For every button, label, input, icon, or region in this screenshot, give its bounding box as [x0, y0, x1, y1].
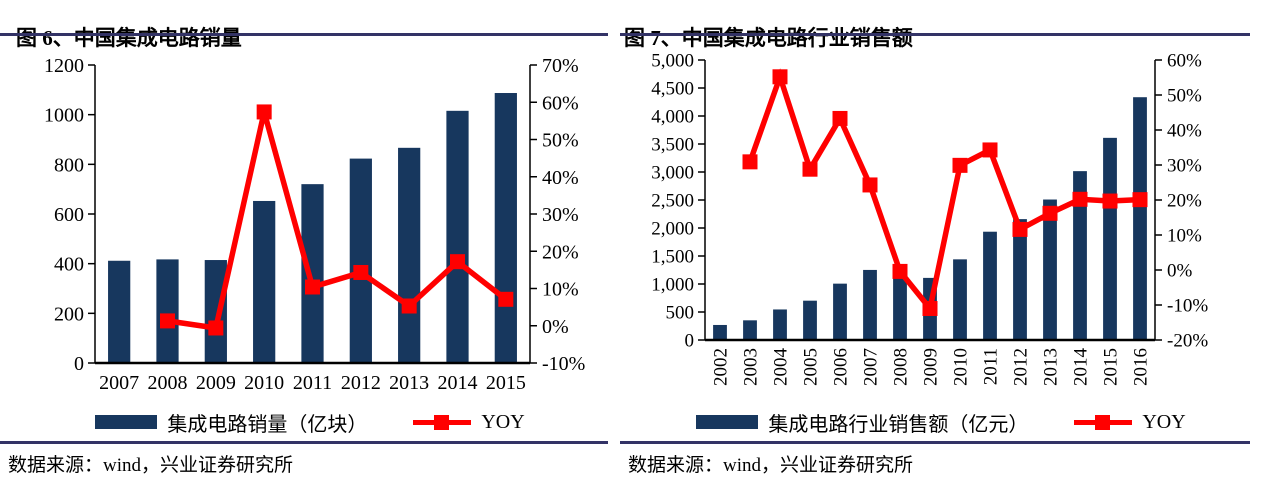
line-series-swatch — [1074, 414, 1133, 430]
bar-series-swatch — [696, 415, 759, 429]
svg-text:0%: 0% — [542, 316, 569, 338]
bar-series-label: 集成电路行业销售额（亿元） — [768, 413, 1029, 436]
svg-text:2014: 2014 — [1071, 348, 1092, 387]
svg-text:2014: 2014 — [438, 372, 478, 394]
svg-text:0: 0 — [685, 331, 695, 352]
legend-item-line-series: YOY — [413, 410, 525, 434]
figure-7-panel: 图 7、中国集成电路行业销售额 0 500 1,000 1,500 2,000 2,500… — [620, 0, 1262, 482]
figure-6-legend: 集成电路销量（亿块） YOY — [0, 404, 620, 440]
line-series-label: YOY — [1142, 410, 1186, 433]
svg-text:2010: 2010 — [951, 348, 972, 386]
svg-text:1,000: 1,000 — [651, 275, 694, 296]
svg-text:40%: 40% — [1167, 121, 1202, 142]
svg-text:2003: 2003 — [741, 348, 762, 386]
svg-text:30%: 30% — [542, 204, 579, 226]
svg-text:2008: 2008 — [891, 348, 912, 386]
svg-text:20%: 20% — [542, 241, 579, 263]
legend-item-line-series: YOY — [1074, 410, 1186, 434]
svg-text:4,000: 4,000 — [651, 107, 694, 128]
svg-text:2,500: 2,500 — [651, 191, 694, 212]
bar-series-label: 集成电路销量（亿块） — [167, 413, 368, 436]
svg-text:600: 600 — [54, 204, 84, 226]
svg-text:2010: 2010 — [244, 372, 284, 394]
svg-text:60%: 60% — [542, 92, 579, 114]
svg-text:10%: 10% — [542, 279, 579, 301]
svg-text:0%: 0% — [1167, 261, 1193, 282]
bar-series-swatch — [95, 415, 158, 429]
svg-text:2015: 2015 — [1101, 348, 1122, 386]
svg-text:40%: 40% — [542, 167, 579, 189]
svg-text:50%: 50% — [542, 130, 579, 152]
svg-text:4,500: 4,500 — [651, 79, 694, 100]
figure-7-chart: 0 500 1,000 1,500 2,000 2,500 3,000 3,500 4,000 4… — [651, 51, 1208, 387]
line-series-swatch — [413, 414, 472, 430]
legend-item-bar-series: 集成电路销量（亿块） — [95, 408, 367, 437]
svg-text:2006: 2006 — [831, 348, 852, 386]
svg-text:1200: 1200 — [44, 55, 84, 77]
figure-7-title-underline — [620, 33, 1250, 36]
figure-7-title: 图 7、中国集成电路行业销售额 — [624, 26, 913, 51]
line-series-label: YOY — [481, 410, 525, 433]
figure-6-chart: 0 200 400 600 800 1000 1200 -10% 0% 10% 20% 30% 40% 5… — [44, 55, 585, 394]
svg-text:70%: 70% — [542, 55, 579, 77]
svg-text:20%: 20% — [1167, 191, 1202, 212]
figure-7-legend: 集成电路行业销售额（亿元） YOY — [620, 404, 1262, 440]
svg-text:5,000: 5,000 — [651, 51, 694, 72]
svg-text:2016: 2016 — [1131, 348, 1152, 386]
svg-text:10%: 10% — [1167, 226, 1202, 247]
svg-text:2013: 2013 — [389, 372, 429, 394]
figure-6-source-note: 数据来源：wind，兴业证券研究所 — [8, 455, 294, 476]
figure-6-title: 图 6、中国集成电路销量 — [16, 26, 242, 51]
svg-text:2011: 2011 — [981, 348, 1002, 385]
svg-text:0: 0 — [74, 353, 84, 375]
svg-text:60%: 60% — [1167, 51, 1202, 72]
svg-text:50%: 50% — [1167, 86, 1202, 107]
svg-text:2008: 2008 — [148, 372, 188, 394]
figure-7-source-note: 数据来源：wind，兴业证券研究所 — [628, 455, 914, 476]
svg-text:500: 500 — [666, 303, 695, 324]
svg-text:800: 800 — [54, 154, 84, 176]
svg-text:2005: 2005 — [801, 348, 822, 386]
svg-text:-20%: -20% — [1167, 331, 1208, 352]
svg-text:2013: 2013 — [1041, 348, 1062, 386]
svg-text:3,000: 3,000 — [651, 163, 694, 184]
figure-7-source-divider — [620, 441, 1250, 444]
svg-text:3,500: 3,500 — [651, 135, 694, 156]
svg-text:-10%: -10% — [1167, 296, 1208, 317]
svg-text:400: 400 — [54, 254, 84, 276]
svg-text:2,000: 2,000 — [651, 219, 694, 240]
svg-text:1,500: 1,500 — [651, 247, 694, 268]
svg-text:2012: 2012 — [1011, 348, 1032, 386]
svg-text:2009: 2009 — [921, 348, 942, 386]
svg-text:2011: 2011 — [293, 372, 332, 394]
svg-text:2002: 2002 — [711, 348, 732, 386]
svg-text:30%: 30% — [1167, 156, 1202, 177]
svg-text:2004: 2004 — [771, 348, 792, 387]
svg-text:-10%: -10% — [542, 353, 585, 375]
figure-6-panel: 图 6、中国集成电路销量 0 200 400 600 800 1000 1200 -10% 0%… — [0, 0, 620, 482]
svg-text:1000: 1000 — [44, 105, 84, 127]
svg-text:200: 200 — [54, 303, 84, 325]
figure-6-title-underline — [0, 33, 608, 36]
svg-text:2012: 2012 — [341, 372, 381, 394]
svg-text:2009: 2009 — [196, 372, 236, 394]
svg-text:2015: 2015 — [486, 372, 526, 394]
legend-item-bar-series: 集成电路行业销售额（亿元） — [696, 408, 1028, 437]
svg-text:2007: 2007 — [99, 372, 139, 394]
figure-6-source-divider — [0, 441, 608, 444]
svg-text:2007: 2007 — [861, 348, 882, 386]
